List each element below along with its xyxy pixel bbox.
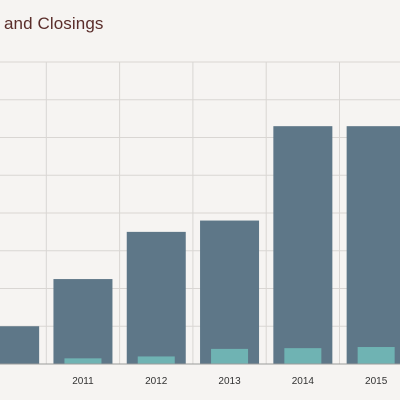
bar-series-2	[64, 358, 102, 364]
grid-lines	[0, 61, 400, 365]
x-tick-label: 2011	[72, 376, 94, 387]
bar-series-1	[200, 220, 260, 364]
bars-series-1	[0, 126, 400, 364]
x-tick-label: 2012	[145, 376, 168, 387]
x-tick-label: 2013	[218, 376, 241, 387]
bar-series-1	[0, 326, 40, 364]
x-axis-labels: 2011 2012 2013 2014 2015	[72, 376, 388, 387]
bar-series-1	[53, 279, 113, 364]
bar-series-1	[273, 126, 333, 364]
x-tick-label: 2015	[365, 376, 388, 387]
bar-series-1	[126, 231, 186, 364]
bar-series-2	[357, 347, 395, 364]
chart-title: and Closings	[4, 14, 104, 33]
bar-series-2	[137, 356, 175, 364]
bar-series-2	[211, 348, 249, 364]
x-tick-label: 2014	[292, 376, 315, 387]
bar-series-2	[284, 348, 322, 364]
bar-series-1	[346, 126, 400, 364]
bars-series-2	[64, 347, 395, 364]
